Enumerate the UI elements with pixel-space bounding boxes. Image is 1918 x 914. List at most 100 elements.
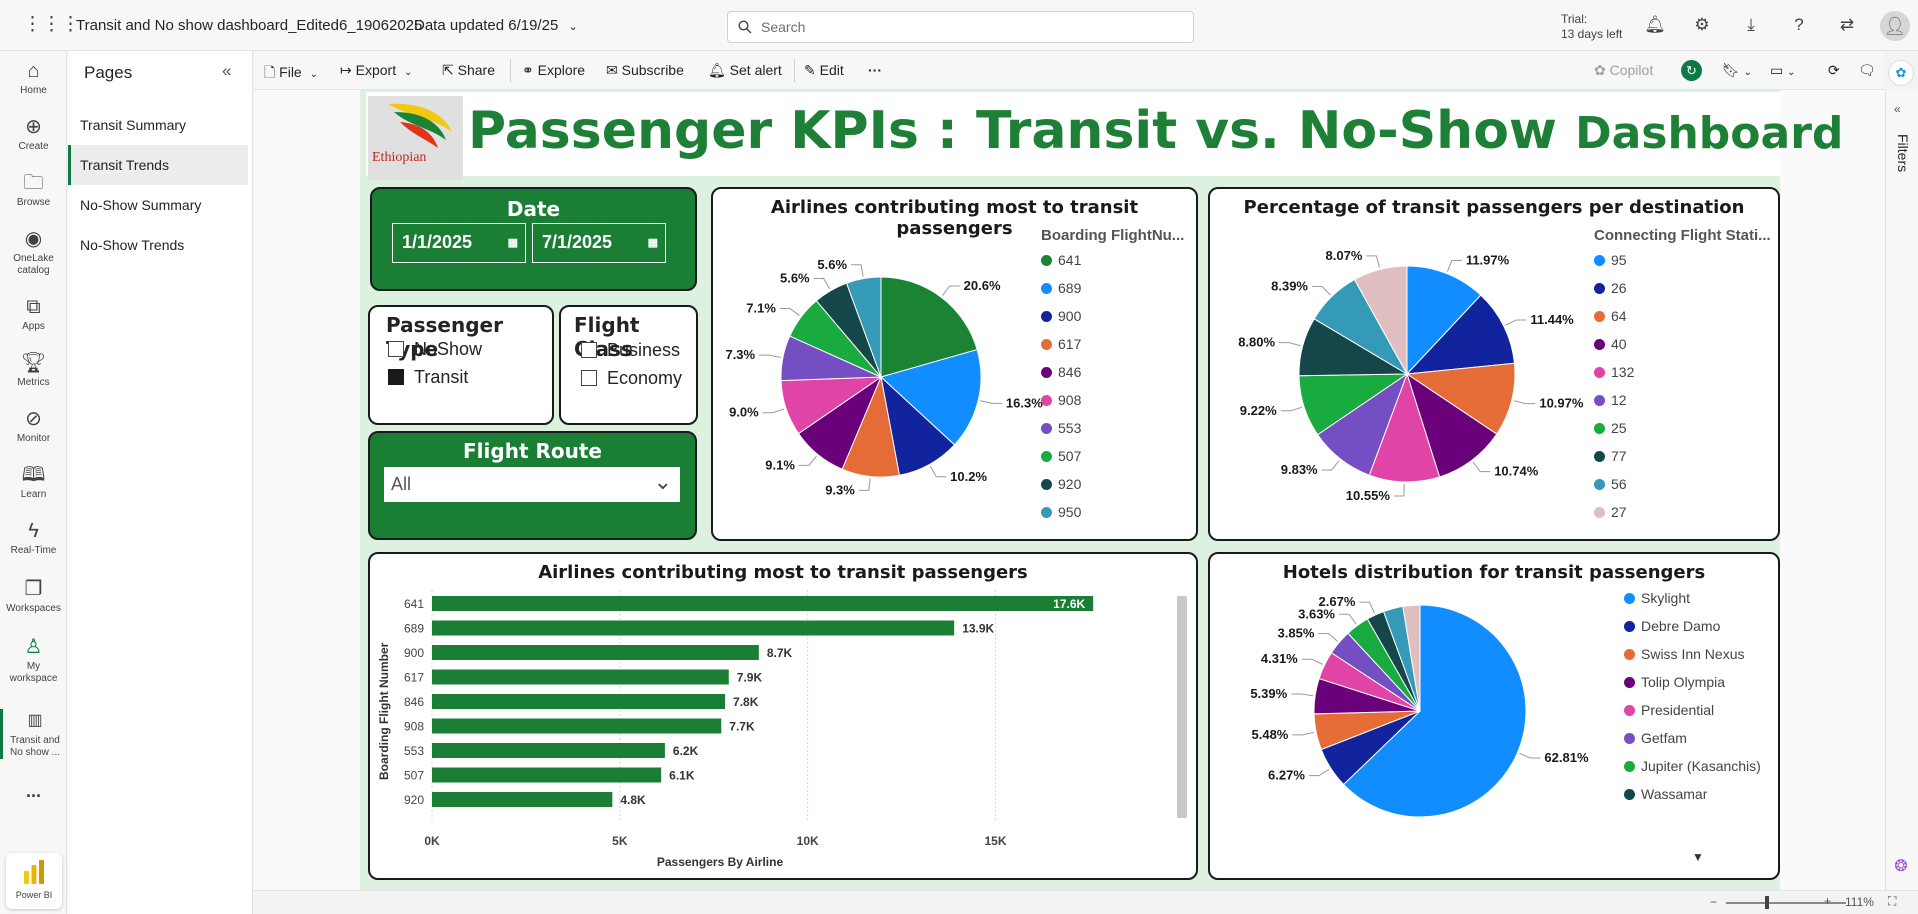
bar[interactable] (432, 792, 613, 807)
bar[interactable] (432, 620, 955, 636)
legend-item[interactable]: 95 (1594, 252, 1627, 268)
filters-pane[interactable]: « Filters (1885, 90, 1918, 890)
zoom-in-icon[interactable]: + (1824, 894, 1832, 908)
report-name[interactable]: Transit and No show dashboard_Edited6_19… (76, 17, 423, 34)
zoom-slider-thumb[interactable] (1765, 896, 1769, 909)
end-date-input[interactable]: 7/1/2025 ▦ (532, 223, 666, 263)
pie-slice[interactable] (1406, 372, 1498, 478)
refresh-visuals-icon[interactable]: ↻ (1681, 60, 1702, 81)
set-alert-button[interactable]: 🔔︎ Set alert (708, 62, 782, 79)
option-transit[interactable]: Transit (388, 367, 468, 388)
checkbox-economy[interactable] (581, 370, 597, 386)
flight-route-dropdown[interactable]: All ⌄ (384, 467, 680, 502)
zoom-out-icon[interactable]: − (1710, 895, 1718, 909)
legend-item[interactable]: 27 (1594, 504, 1627, 520)
pie-slice[interactable] (880, 348, 982, 446)
pie-slice[interactable] (1405, 294, 1516, 375)
brain-assist-icon[interactable]: ❂ (1894, 858, 1908, 875)
legend-scroll-down-icon[interactable]: ▼ (1692, 850, 1704, 864)
checkbox-noshow[interactable] (388, 341, 404, 357)
page-transit-summary[interactable]: Transit Summary (80, 117, 187, 133)
pie-slice[interactable] (1406, 265, 1482, 376)
rail-learn[interactable]: 🕮︎ Learn (0, 463, 67, 501)
copilot-float-icon[interactable]: ✿ (1888, 60, 1914, 86)
rail-metrics[interactable]: 🏆︎ Metrics (0, 351, 67, 389)
option-business[interactable]: Business (581, 340, 680, 361)
bar[interactable] (432, 669, 729, 685)
bar-scrollbar[interactable] (1177, 596, 1187, 818)
subscribe-button[interactable]: ✉ Subscribe (606, 62, 684, 79)
file-menu[interactable]: 🗋︎ File ⌄ (264, 62, 318, 86)
calendar-icon[interactable]: ▦ (507, 237, 518, 249)
bar[interactable] (432, 694, 726, 709)
legend-item[interactable]: Getfam (1624, 730, 1687, 746)
help-icon[interactable]: ? (1794, 15, 1804, 34)
settings-gear-icon[interactable]: ⚙ (1694, 15, 1710, 34)
comment-icon[interactable]: 🗨︎ (1858, 62, 1876, 78)
legend-item[interactable]: 950 (1041, 504, 1081, 520)
legend-item[interactable]: Skylight (1624, 590, 1690, 606)
legend-item[interactable]: 641 (1041, 252, 1081, 268)
notifications-icon[interactable]: 🔔︎ (1644, 15, 1666, 34)
legend-item[interactable]: 507 (1041, 448, 1081, 464)
legend-item[interactable]: 77 (1594, 448, 1627, 464)
legend-item[interactable]: 56 (1594, 476, 1627, 492)
powerbi-brand[interactable]: Power BI (6, 853, 62, 909)
start-date-input[interactable]: 1/1/2025 ▦ (392, 223, 526, 263)
download-icon[interactable]: ⤓ (1747, 15, 1755, 34)
export-menu[interactable]: ↦ Export ⌄ (340, 62, 412, 79)
legend-item[interactable]: Tolip Olympia (1624, 674, 1725, 690)
bookmark-icon[interactable]: 🔖︎ ⌄ (1722, 62, 1753, 78)
view-icon[interactable]: ▭ ⌄ (1770, 62, 1796, 78)
rail-apps[interactable]: ⧉ Apps (0, 295, 67, 333)
legend-item[interactable]: 900 (1041, 308, 1081, 324)
legend-item[interactable]: 25 (1594, 420, 1627, 436)
pie-slice[interactable] (880, 276, 978, 378)
legend-item[interactable]: 26 (1594, 280, 1627, 296)
pie-slice[interactable] (1368, 372, 1441, 483)
fit-to-page-icon[interactable]: ⛶ (1888, 894, 1897, 908)
account-avatar-icon[interactable]: 👤︎ (1880, 11, 1910, 41)
app-launcher-icon[interactable]: ⋮⋮⋮ (23, 14, 80, 35)
rail-more-button[interactable]: ... (25, 781, 41, 801)
legend-item[interactable]: Swiss Inn Nexus (1624, 646, 1744, 662)
rail-workspaces[interactable]: ❐ Workspaces (0, 577, 67, 615)
legend-item[interactable]: 12 (1594, 392, 1627, 408)
rail-home[interactable]: ⌂ Home (0, 59, 67, 97)
calendar-icon[interactable]: ▦ (647, 237, 658, 249)
pie-slice[interactable] (1353, 265, 1408, 376)
reload-icon[interactable]: ⟳ (1828, 62, 1840, 78)
rail-my-workspace[interactable]: ♙ My workspace (0, 635, 67, 685)
rail-monitor[interactable]: ⊘ Monitor (0, 407, 67, 445)
rail-create[interactable]: ⊕ Create (0, 115, 67, 153)
data-updated-dropdown[interactable]: Data updated 6/19/25 ⌄ (414, 17, 578, 34)
bar[interactable] (432, 743, 665, 758)
share-button[interactable]: ⇱ Share (442, 62, 495, 79)
legend-item[interactable]: Jupiter (Kasanchis) (1624, 758, 1761, 774)
legend-item[interactable]: 846 (1041, 364, 1081, 380)
legend-item[interactable]: Presidential (1624, 702, 1714, 718)
page-transit-trends[interactable]: Transit Trends (68, 145, 248, 185)
rail-current-report[interactable]: ▥ Transit and No show ... (0, 709, 67, 759)
bar[interactable] (432, 767, 662, 783)
pie-slice[interactable] (1342, 604, 1527, 818)
legend-item[interactable]: 132 (1594, 364, 1634, 380)
option-noshow[interactable]: NoShow (388, 339, 482, 360)
collapse-pages-icon[interactable]: « (222, 61, 232, 80)
legend-item[interactable]: Wassamar (1624, 786, 1707, 802)
pie-slice[interactable] (1402, 604, 1421, 712)
search-input[interactable]: Search (727, 11, 1194, 43)
share-people-icon[interactable]: ⇄ (1839, 15, 1855, 34)
bar[interactable] (432, 596, 1094, 611)
legend-item[interactable]: 689 (1041, 280, 1081, 296)
legend-item[interactable]: 908 (1041, 392, 1081, 408)
legend-item[interactable]: 920 (1041, 476, 1081, 492)
page-no-show-trends[interactable]: No-Show Trends (80, 237, 185, 253)
expand-filters-icon[interactable]: « (1894, 102, 1901, 116)
page-no-show-summary[interactable]: No-Show Summary (80, 197, 202, 213)
legend-item[interactable]: 64 (1594, 308, 1627, 324)
explore-button[interactable]: ⚭ Explore (522, 62, 585, 79)
rail-browse[interactable]: 🗀︎ Browse (0, 171, 67, 209)
more-options-button[interactable]: ··· (868, 62, 882, 78)
pie-slice[interactable] (1405, 362, 1516, 435)
